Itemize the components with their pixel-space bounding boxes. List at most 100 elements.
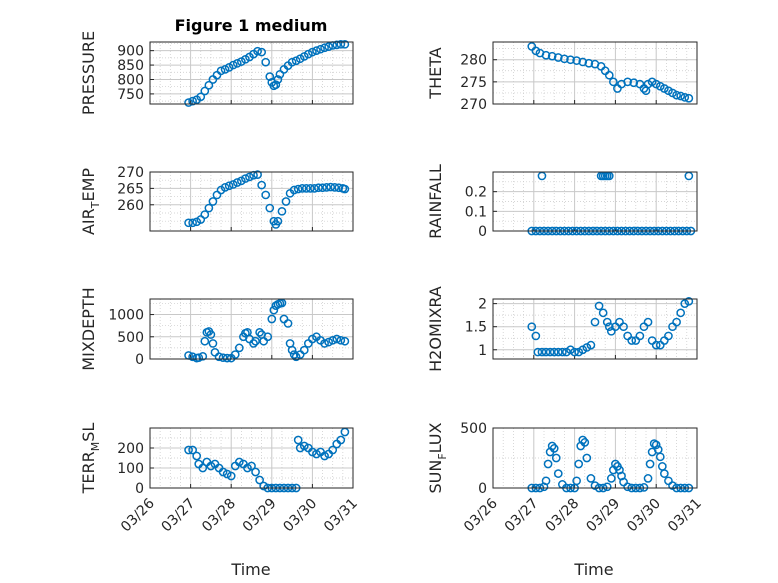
x-tick-label: 03/29	[240, 496, 280, 536]
y-tick-label: 200	[117, 441, 144, 457]
data-point	[604, 70, 614, 80]
axes-box	[492, 427, 698, 489]
data-point	[578, 435, 588, 445]
data-point	[269, 305, 279, 315]
data-point	[627, 336, 637, 345]
data-point	[184, 445, 193, 455]
data-point	[639, 483, 649, 492]
data-point	[676, 308, 686, 318]
y-tick-label: 2	[478, 297, 487, 313]
data-point	[580, 438, 590, 447]
data-point	[265, 203, 275, 213]
data-point	[198, 463, 208, 473]
data-point	[314, 183, 323, 193]
data-point	[324, 337, 333, 347]
data-point	[200, 86, 210, 96]
data-point	[184, 218, 193, 228]
ylabel-theta: THETA	[426, 47, 445, 99]
ylabel-h2omixra: H2OMIXRA	[426, 286, 445, 372]
data-point	[574, 459, 584, 469]
data-point	[228, 60, 238, 70]
data-point	[549, 347, 559, 357]
data-point	[306, 184, 315, 193]
data-point	[560, 54, 569, 64]
data-point	[336, 39, 346, 49]
data-point	[299, 441, 309, 451]
data-point	[326, 182, 336, 192]
data-point	[609, 77, 618, 87]
data-point	[281, 197, 291, 206]
y-tick-label: 270	[117, 165, 144, 181]
data-point	[188, 96, 197, 106]
data-point	[257, 180, 266, 190]
data-point	[635, 331, 645, 341]
data-point	[261, 190, 271, 200]
data-point	[243, 463, 252, 473]
data-point	[684, 93, 694, 103]
axes-background	[150, 172, 353, 231]
data-point	[330, 183, 340, 192]
data-point	[232, 58, 242, 68]
axes-box	[149, 171, 354, 232]
y-tick-label: 1000	[108, 308, 144, 324]
figure-title: Figure 1 medium	[175, 16, 328, 35]
data-point	[547, 441, 557, 451]
data-point	[651, 340, 661, 350]
data-point	[289, 350, 299, 359]
data-point	[303, 49, 313, 59]
data-point	[255, 327, 264, 337]
y-tick-label: 0	[135, 352, 144, 368]
data-point	[318, 183, 327, 193]
data-point	[293, 435, 303, 445]
data-point	[334, 183, 344, 193]
data-point	[283, 319, 293, 328]
data-point	[265, 72, 275, 81]
data-point	[308, 447, 317, 457]
data-point	[271, 80, 281, 90]
data-point	[204, 203, 214, 213]
x-tick-label: 03/31	[665, 496, 705, 536]
data-point	[295, 443, 305, 453]
data-point	[312, 449, 321, 459]
ylabel-mixdepth: MIXDEPTH	[79, 287, 98, 370]
axes-box	[492, 171, 698, 232]
data-point	[289, 185, 299, 195]
y-tick-label: 900	[117, 44, 144, 60]
data-point	[604, 322, 614, 332]
data-point	[531, 331, 541, 341]
data-point	[188, 352, 197, 362]
axes-box	[492, 41, 698, 105]
data-point	[308, 47, 317, 57]
data-point	[324, 42, 333, 51]
ylabel-air-temp: AIRTEMP	[79, 168, 102, 235]
data-point	[553, 469, 563, 478]
data-point	[299, 345, 309, 355]
y-tick-label: 275	[460, 75, 487, 91]
data-point	[222, 353, 232, 363]
data-point	[672, 90, 681, 100]
data-point	[206, 461, 216, 471]
y-tick-label: 850	[117, 58, 144, 74]
ylabel-sun-flux: SUNFLUX	[426, 422, 449, 493]
data-point	[541, 476, 551, 486]
y-tick-label: 100	[117, 461, 144, 477]
data-point	[220, 183, 230, 192]
x-tick-label: 03/26	[461, 495, 501, 535]
y-tick-label: 265	[117, 181, 144, 197]
data-point	[208, 197, 218, 206]
y-tick-label: 0	[135, 481, 144, 497]
data-point	[572, 56, 581, 65]
data-point	[234, 457, 244, 467]
data-point	[214, 352, 224, 362]
x-tick-label: 03/28	[543, 496, 583, 536]
data-point	[672, 317, 681, 327]
data-point	[549, 444, 559, 453]
data-point	[332, 40, 342, 50]
ylabel-pressure: PRESSURE	[79, 31, 98, 115]
data-point	[293, 184, 303, 194]
data-point	[196, 92, 206, 102]
axes-box	[149, 298, 354, 360]
data-point	[273, 216, 283, 226]
panel-mixdepth: 0 500 1000 MIXDEPTH	[79, 287, 354, 371]
